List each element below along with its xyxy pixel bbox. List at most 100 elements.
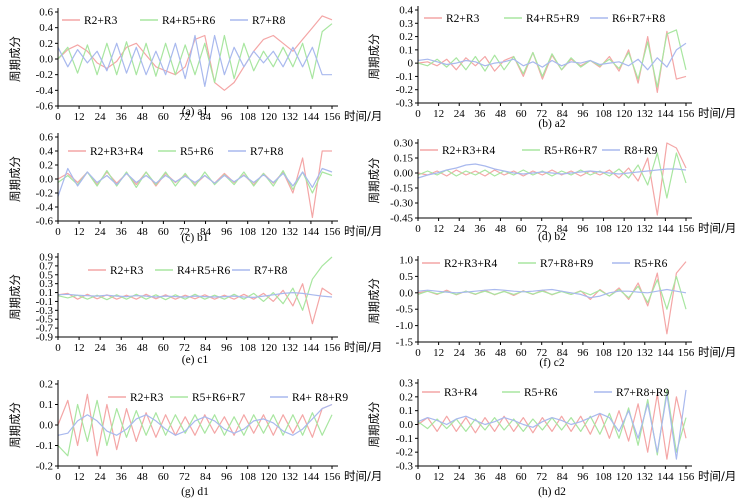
x-tick-label: 36 — [474, 223, 486, 235]
series-line-2 — [417, 152, 687, 199]
x-tick-label: 72 — [536, 223, 547, 235]
y-axis-label: 周期成分 — [367, 33, 381, 79]
x-tick-label: 24 — [95, 471, 107, 483]
x-axis-label: 时间/月 — [344, 340, 382, 354]
y-tick-label: -0.1 — [396, 71, 413, 83]
x-tick-label: 84 — [200, 226, 212, 238]
x-tick-label: 36 — [474, 347, 486, 359]
chart-panel-5: 0.90.70.50.30.1-0.1-0.3-0.5-0.7-0.90 12 24… — [8, 252, 382, 367]
x-tick-label: 132 — [282, 226, 299, 238]
x-tick-label: 96 — [577, 347, 589, 359]
y-tick-label: 0.5 — [399, 271, 413, 283]
x-tick-label: 0 — [415, 223, 421, 235]
y-tick-label: -0.4 — [36, 202, 54, 214]
legend-label-3: R4+ R8+R9 — [292, 392, 348, 404]
legend-label-1: R2+R3 — [84, 15, 118, 27]
x-tick-label: 108 — [239, 111, 256, 123]
y-tick-label: -0.1 — [36, 296, 53, 308]
x-tick-label: 24 — [454, 108, 466, 120]
x-tick-label: 156 — [678, 108, 695, 120]
x-tick-label: 108 — [239, 342, 256, 354]
y-tick-label: -1.0 — [396, 320, 414, 332]
x-tick-label: 96 — [221, 342, 233, 354]
subplot-caption: (c) b1 — [181, 232, 208, 244]
x-tick-label: 72 — [179, 111, 190, 123]
x-tick-label: 36 — [116, 342, 128, 354]
subplot-caption: (b) a2 — [538, 118, 565, 130]
x-tick-label: 96 — [221, 471, 233, 483]
x-tick-label: 96 — [577, 223, 589, 235]
series-line-3 — [417, 389, 687, 460]
x-tick-label: 48 — [495, 471, 507, 483]
legend-label-1: R2+R3 — [130, 392, 164, 404]
legend-label-2: R4+R5+R6 — [177, 265, 230, 277]
y-tick-label: -0.2 — [36, 461, 53, 473]
x-tick-label: 96 — [577, 108, 589, 120]
y-tick-label: 0.0 — [39, 420, 53, 432]
x-tick-label: 108 — [239, 226, 256, 238]
x-tick-label: 108 — [239, 471, 256, 483]
legend-label-2: R5+R6 — [524, 387, 558, 399]
y-tick-label: -0.5 — [36, 314, 54, 326]
y-tick-label: 0.3 — [399, 378, 413, 390]
x-tick-label: 60 — [158, 471, 170, 483]
y-tick-label: 0.4 — [39, 22, 53, 34]
y-axis-label: 周期成分 — [367, 401, 381, 447]
x-tick-label: 24 — [95, 111, 107, 123]
legend-label-1: R2+R3+R4 — [90, 146, 143, 158]
y-tick-label: -0.5 — [396, 304, 414, 316]
y-axis-label: 周期成分 — [367, 157, 381, 203]
y-tick-label: 0.5 — [39, 269, 53, 281]
x-tick-label: 12 — [74, 471, 85, 483]
x-tick-label: 132 — [282, 342, 299, 354]
series-line-3 — [57, 34, 332, 88]
y-tick-label: -0.4 — [36, 85, 54, 97]
y-tick-label: -0.45 — [390, 213, 413, 225]
y-tick-label: 0.0 — [39, 54, 53, 66]
x-tick-label: 108 — [595, 108, 612, 120]
x-tick-label: 72 — [536, 108, 547, 120]
subplot-caption: (f) c2 — [539, 357, 564, 369]
subplot-caption: (g) d1 — [181, 486, 209, 498]
x-tick-label: 12 — [433, 471, 444, 483]
y-tick-label: 0.7 — [39, 260, 53, 272]
y-tick-label: -0.2 — [396, 84, 413, 96]
x-tick-label: 36 — [474, 471, 486, 483]
x-tick-label: 156 — [324, 226, 341, 238]
y-tick-label: 0.1 — [39, 399, 53, 411]
series-line-2 — [417, 29, 687, 88]
legend-label-3: R7+R8 — [254, 265, 288, 277]
x-tick-label: 84 — [200, 471, 212, 483]
x-tick-label: 0 — [55, 471, 61, 483]
x-tick-label: 84 — [557, 347, 569, 359]
legend-label-3: R7+R8 — [252, 15, 286, 27]
legend-label-1: R2+R3 — [110, 265, 144, 277]
chart-panel-3: 0.6 0.4 0.2 0.0 -0.2 -0.4 -0.60 12 24 36 48 60 72 84 9… — [8, 132, 382, 245]
x-tick-label: 48 — [495, 223, 507, 235]
y-tick-label: 0.00 — [394, 168, 414, 180]
y-tick-label: 0.3 — [39, 278, 53, 290]
y-tick-label: 0.3 — [399, 18, 413, 30]
x-tick-label: 60 — [516, 108, 528, 120]
y-axis-label: 周期成分 — [8, 36, 22, 82]
y-tick-label: -0.6 — [36, 216, 54, 228]
series-line-3 — [57, 167, 333, 197]
chart-panel-1: 0.6 0.4 0.2 0.0 -0.2 -0.4 -0.60 12 24 36 48 60 72 84 9… — [8, 7, 382, 124]
x-tick-label: 144 — [303, 471, 320, 483]
x-tick-label: 48 — [137, 342, 149, 354]
x-tick-label: 0 — [415, 471, 421, 483]
x-tick-label: 12 — [433, 108, 444, 120]
x-tick-label: 156 — [678, 347, 695, 359]
chart-panel-7: 0.2 0.1 0.0 -0.1 -0.20 12 24 36 48 60 72 84 96 108 120… — [8, 379, 382, 499]
x-tick-label: 0 — [415, 347, 421, 359]
x-tick-label: 60 — [516, 223, 528, 235]
x-tick-label: 120 — [261, 342, 278, 354]
x-axis-label: 时间/月 — [344, 224, 382, 238]
legend-label-3: R7+R8+R9 — [616, 387, 669, 399]
y-tick-label: 0.4 — [399, 5, 413, 17]
x-tick-label: 12 — [433, 223, 444, 235]
y-axis-label: 周期成分 — [8, 402, 22, 448]
y-axis-label: 周期成分 — [8, 156, 22, 202]
chart-panel-2: 0.40.30.20.10-0.1-0.2-0.30 12 24 36 48 60 72 84… — [367, 5, 736, 131]
y-tick-label: 0.0 — [399, 287, 413, 299]
